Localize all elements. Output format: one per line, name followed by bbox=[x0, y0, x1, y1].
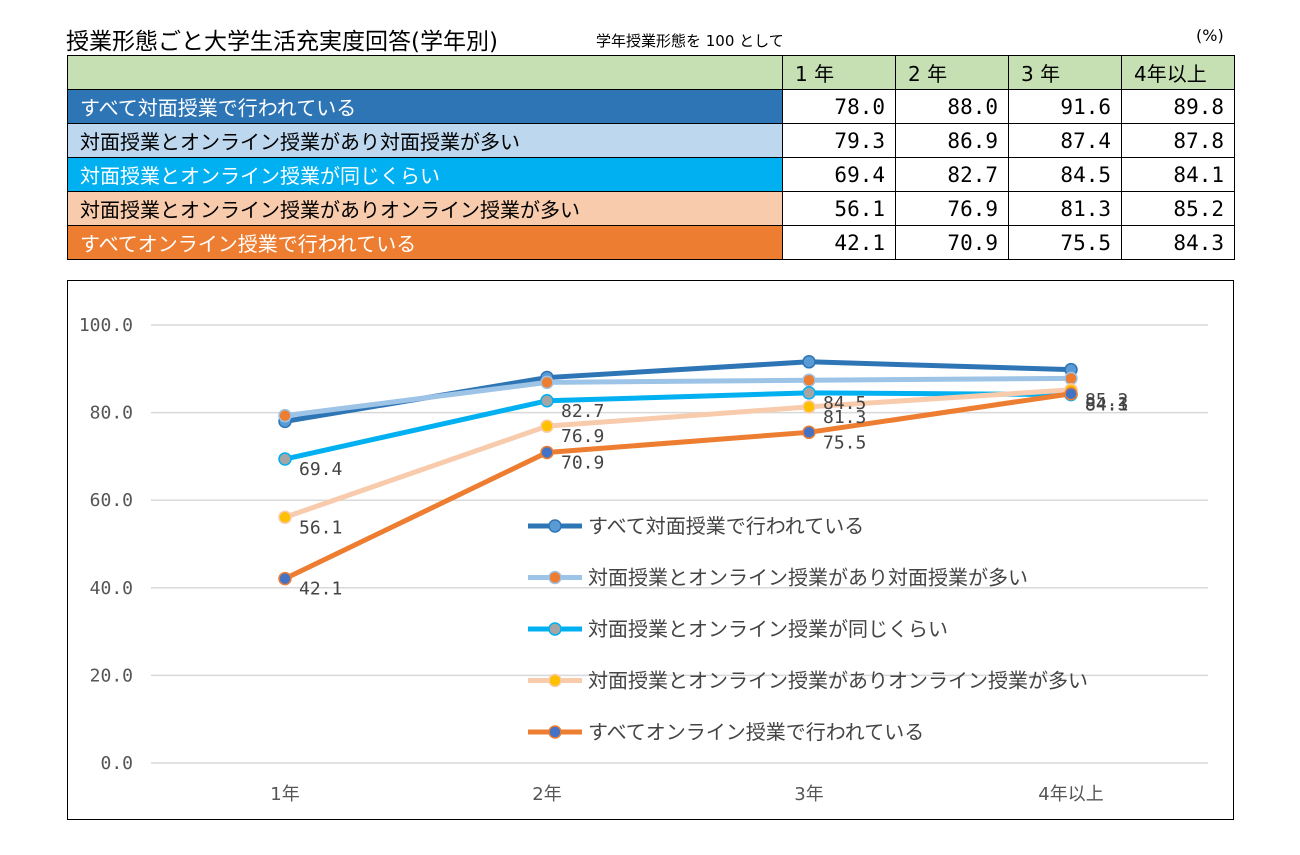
data-point bbox=[278, 408, 292, 423]
x-tick-label: 4年以上 bbox=[1038, 784, 1103, 805]
legend-label: 対面授業とオンライン授業があり対面授業が多い bbox=[588, 566, 1028, 590]
table-cell: 91.6 bbox=[1008, 89, 1122, 124]
page-title: 授業形態ごと大学生活充実度回答(学年別) bbox=[66, 29, 498, 55]
line-chart: 0.0 20.0 40.0 60.0 80.0 100.0 1年 2年 3年 4年以上 69.4 82… bbox=[67, 280, 1234, 820]
table-cell: 87.4 bbox=[1008, 123, 1122, 158]
legend-label: すべて対面授業で行われている bbox=[588, 514, 864, 538]
chart-svg: 0.0 20.0 40.0 60.0 80.0 100.0 1年 2年 3年 4年以上 69.4 82… bbox=[79, 315, 1208, 805]
series-line bbox=[284, 387, 1072, 520]
data-label: 84.3 bbox=[1085, 394, 1128, 415]
x-tick-label: 3年 bbox=[794, 784, 823, 805]
data-label: 84.1 bbox=[1085, 395, 1128, 416]
table-cell: 87.8 bbox=[1121, 123, 1235, 158]
y-tick-label: 80.0 bbox=[90, 403, 133, 424]
data-label: 75.5 bbox=[823, 432, 866, 453]
data-label: 42.1 bbox=[299, 579, 342, 600]
data-table: 1 年 2 年 3 年 4年以上 すべて対面授業で行われている 78.0 88.… bbox=[67, 55, 1235, 260]
row-label: すべて対面授業で行われている bbox=[67, 89, 783, 124]
legend-marker bbox=[548, 570, 562, 585]
data-label: 84.5 bbox=[823, 393, 866, 414]
data-label: 70.9 bbox=[561, 452, 604, 473]
page-subtitle: 学年授業形態を 100 として bbox=[596, 32, 784, 50]
table-cell: 79.3 bbox=[782, 123, 896, 158]
data-point bbox=[540, 394, 554, 408]
y-tick-label: 20.0 bbox=[90, 665, 133, 686]
table-cell: 70.9 bbox=[895, 225, 1009, 260]
table-cell: 56.1 bbox=[782, 191, 896, 226]
table-cell: 82.7 bbox=[895, 157, 1009, 192]
unit-label: (%) bbox=[1196, 26, 1224, 45]
row-label: 対面授業とオンライン授業があり対面授業が多い bbox=[67, 123, 783, 158]
series-line bbox=[283, 391, 1072, 581]
table-header-row: 1 年 2 年 3 年 4年以上 bbox=[67, 55, 1235, 90]
data-point bbox=[278, 510, 292, 525]
data-point bbox=[540, 419, 554, 433]
table-cell: 76.9 bbox=[895, 191, 1009, 226]
data-point bbox=[802, 373, 816, 387]
y-tick-label: 40.0 bbox=[90, 578, 133, 599]
row-label: すべてオンライン授業で行われている bbox=[67, 225, 783, 260]
data-label: 69.4 bbox=[299, 459, 342, 480]
y-tick-label: 100.0 bbox=[79, 315, 133, 336]
table-row: すべてオンライン授業で行われている 42.1 70.9 75.5 84.3 bbox=[67, 225, 1235, 260]
legend-marker bbox=[548, 622, 562, 636]
row-label: 対面授業とオンライン授業がありオンライン授業が多い bbox=[67, 191, 783, 226]
legend-marker bbox=[548, 673, 562, 688]
table-row: すべて対面授業で行われている 78.0 88.0 91.6 89.8 bbox=[67, 89, 1235, 124]
table-row: 対面授業とオンライン授業が同じくらい 69.4 82.7 84.5 84.1 bbox=[67, 157, 1235, 192]
x-tick-label: 2年 bbox=[532, 784, 561, 805]
table-cell: 84.3 bbox=[1121, 225, 1235, 260]
series-line bbox=[284, 390, 1072, 462]
y-tick-label: 0.0 bbox=[100, 753, 133, 774]
data-point bbox=[540, 445, 554, 460]
data-point bbox=[802, 425, 816, 440]
data-point bbox=[802, 355, 816, 369]
table-header-cell: 3 年 bbox=[1008, 55, 1122, 90]
data-label: 82.7 bbox=[561, 401, 604, 422]
table-cell: 69.4 bbox=[782, 157, 896, 192]
legend-label: 対面授業とオンライン授業がありオンライン授業が多い bbox=[588, 669, 1088, 693]
table-cell: 75.5 bbox=[1008, 225, 1122, 260]
data-point bbox=[802, 400, 816, 414]
y-tick-label: 60.0 bbox=[90, 490, 133, 511]
table-row: 対面授業とオンライン授業がありオンライン授業が多い 56.1 76.9 81.3… bbox=[67, 191, 1235, 226]
table-cell: 84.1 bbox=[1121, 157, 1235, 192]
legend-label: すべてオンライン授業で行われている bbox=[588, 720, 924, 744]
table-header-cell: 1 年 bbox=[782, 55, 896, 90]
table-header-cell: 2 年 bbox=[895, 55, 1009, 90]
table-row: 対面授業とオンライン授業があり対面授業が多い 79.3 86.9 87.4 87… bbox=[67, 123, 1235, 158]
table-cell: 89.8 bbox=[1121, 89, 1235, 124]
legend-label: 対面授業とオンライン授業が同じくらい bbox=[588, 617, 948, 641]
table-cell: 81.3 bbox=[1008, 191, 1122, 226]
data-point bbox=[278, 452, 292, 466]
data-point bbox=[1064, 387, 1078, 401]
data-label: 81.3 bbox=[823, 407, 866, 428]
data-label: 56.1 bbox=[299, 517, 342, 538]
data-point bbox=[278, 571, 292, 586]
legend-marker bbox=[548, 519, 562, 533]
data-label: 76.9 bbox=[561, 426, 604, 447]
data-point bbox=[540, 375, 554, 390]
table-cell: 78.0 bbox=[782, 89, 896, 124]
table-cell: 42.1 bbox=[782, 225, 896, 260]
legend-marker bbox=[548, 725, 562, 739]
series-line bbox=[284, 375, 1072, 419]
data-point bbox=[802, 386, 816, 400]
table-cell: 88.0 bbox=[895, 89, 1009, 124]
table-header-corner bbox=[67, 55, 783, 90]
row-label: 対面授業とオンライン授業が同じくらい bbox=[67, 157, 783, 192]
table-header-cell: 4年以上 bbox=[1121, 55, 1235, 90]
table-cell: 84.5 bbox=[1008, 157, 1122, 192]
table-cell: 86.9 bbox=[895, 123, 1009, 158]
x-tick-label: 1年 bbox=[270, 784, 299, 805]
data-label: 85.2 bbox=[1085, 390, 1128, 411]
data-point bbox=[1064, 371, 1078, 386]
table-cell: 85.2 bbox=[1121, 191, 1235, 226]
